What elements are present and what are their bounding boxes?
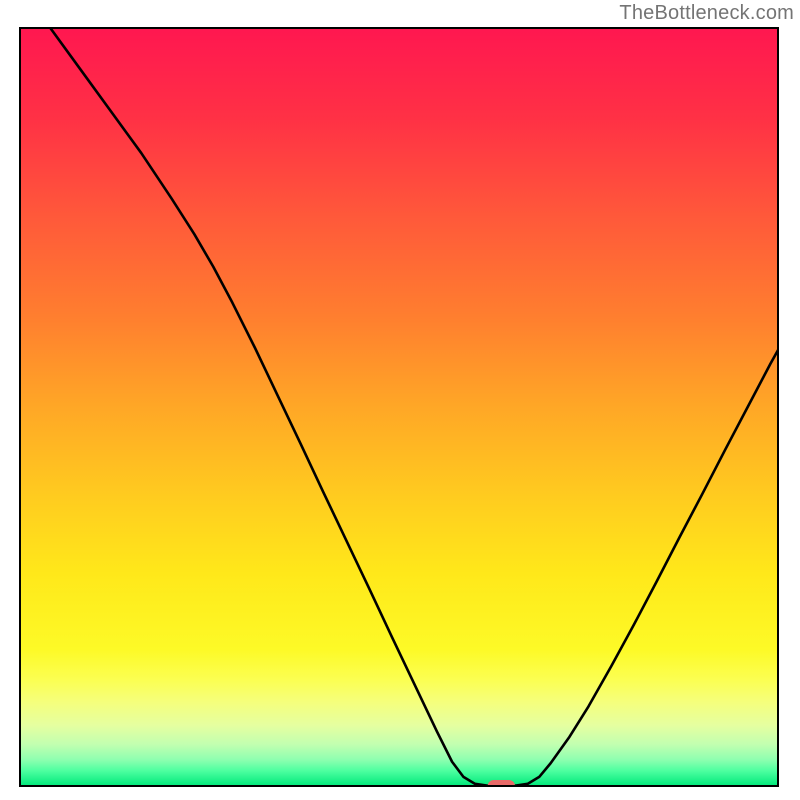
bottleneck-chart	[0, 0, 800, 800]
chart-container: TheBottleneck.com	[0, 0, 800, 800]
